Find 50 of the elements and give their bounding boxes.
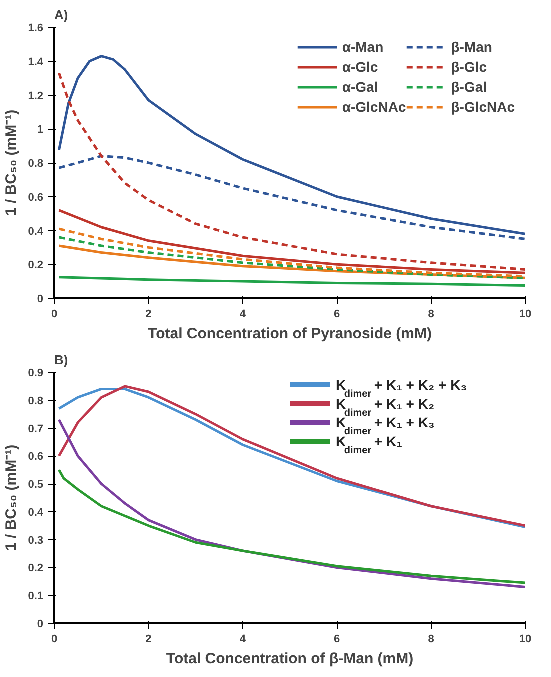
y-tick-label: 0.4	[28, 506, 44, 519]
line-series	[58, 154, 526, 240]
y-tick-label: 0.2	[28, 260, 44, 272]
x-tick-label: 6	[334, 308, 340, 320]
y-tick-label: 0.1	[28, 590, 44, 603]
y-tick-label: 0	[37, 618, 44, 630]
y-tick-label: 0.9	[28, 368, 44, 380]
y-tick-label: 0.7	[28, 423, 44, 436]
legend-label: β-GlcNAc	[451, 99, 515, 115]
x-tick-label: 2	[146, 308, 152, 320]
legend-label: α-Man	[342, 39, 384, 55]
legend-label: β-Glc	[451, 59, 487, 75]
legend-label: α-Glc	[342, 59, 378, 75]
y-tick-label: 1.4	[28, 56, 44, 68]
y-tick-label: 0.4	[28, 226, 44, 238]
x-axis-title: Total Concentration of Pyranoside (mM)	[148, 326, 432, 342]
legend-label: β-Gal	[451, 79, 487, 95]
legend-label: β-Man	[451, 39, 492, 55]
legend-label: α-Gal	[342, 79, 378, 95]
x-tick-label: 6	[334, 634, 340, 646]
y-tick-label: 0.3	[28, 534, 44, 547]
y-tick-label: 1.2	[28, 90, 44, 102]
y-tick-label: 0.2	[28, 562, 44, 575]
x-tick-label: 4	[240, 634, 247, 646]
x-tick-label: 8	[428, 308, 434, 320]
y-tick-label: 0	[37, 294, 44, 306]
line-series	[58, 276, 526, 288]
y-axis-title: 1 / BC₅₀ (mM⁻¹)	[3, 110, 20, 216]
x-tick-label: 10	[519, 308, 532, 320]
x-tick-label: 0	[51, 308, 58, 320]
y-tick-label: 0.6	[28, 451, 44, 464]
x-tick-label: 10	[519, 634, 532, 646]
x-tick-label: 8	[428, 634, 434, 646]
y-tick-label: 0.6	[28, 192, 44, 204]
legend-label: α-GlcNAc	[342, 99, 406, 115]
chart-title: A)	[54, 8, 68, 22]
y-tick-label: 1	[37, 124, 44, 136]
x-tick-label: 0	[51, 634, 58, 646]
line-series	[58, 55, 526, 236]
y-tick-label: 1.6	[28, 22, 44, 34]
x-tick-label: 2	[146, 634, 152, 646]
line-series	[58, 468, 526, 584]
chart-title: B)	[54, 352, 68, 368]
y-tick-label: 0.5	[28, 479, 44, 492]
y-axis-title: 1 / BC₅₀ (mM⁻¹)	[3, 444, 20, 552]
y-tick-label: 0.8	[28, 158, 44, 170]
x-tick-label: 4	[240, 308, 247, 320]
y-tick-label: 0.8	[28, 395, 44, 408]
x-axis-title: Total Concentration of β-Man (mM)	[166, 650, 414, 668]
line-series	[58, 236, 526, 280]
